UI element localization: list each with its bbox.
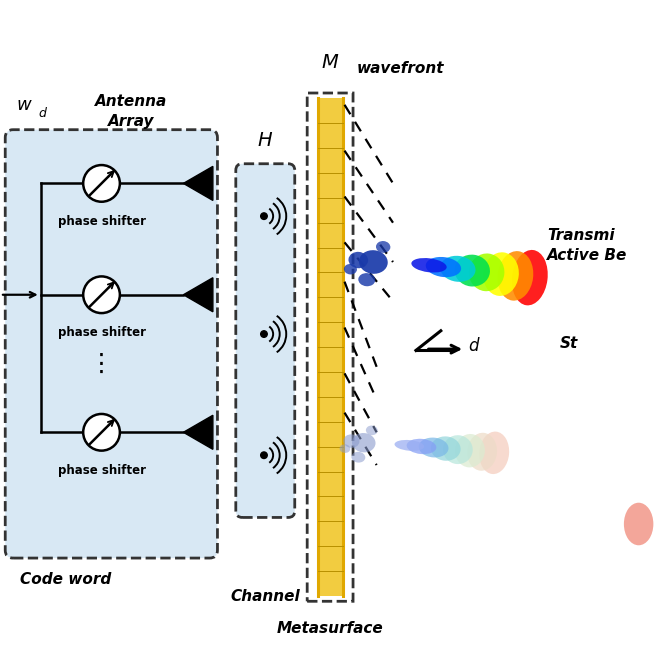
Text: ⋮: ⋮ — [89, 352, 114, 375]
Ellipse shape — [455, 434, 485, 468]
Circle shape — [261, 213, 267, 219]
Ellipse shape — [483, 252, 519, 296]
Text: $\mathit{w}$: $\mathit{w}$ — [16, 96, 33, 114]
Bar — [318, 98, 343, 596]
Circle shape — [261, 452, 267, 458]
Text: St: St — [560, 337, 578, 351]
Circle shape — [261, 331, 267, 337]
Ellipse shape — [348, 252, 368, 269]
FancyBboxPatch shape — [5, 130, 217, 558]
Text: phase shifter: phase shifter — [58, 464, 145, 477]
Ellipse shape — [431, 436, 460, 460]
Text: $\mathit{H}$: $\mathit{H}$ — [257, 131, 273, 151]
Circle shape — [83, 414, 120, 451]
Ellipse shape — [339, 444, 350, 453]
Text: Array: Array — [108, 114, 154, 128]
FancyBboxPatch shape — [236, 164, 295, 517]
Ellipse shape — [351, 452, 365, 462]
Ellipse shape — [426, 257, 461, 277]
Ellipse shape — [343, 434, 360, 448]
Ellipse shape — [479, 432, 509, 474]
Text: Active Be: Active Be — [547, 248, 627, 263]
Ellipse shape — [440, 256, 476, 282]
Ellipse shape — [512, 250, 548, 305]
Text: Metasurface: Metasurface — [277, 622, 383, 636]
Ellipse shape — [498, 251, 533, 301]
Ellipse shape — [344, 264, 357, 274]
Polygon shape — [183, 166, 213, 200]
Ellipse shape — [469, 253, 504, 291]
Text: Transmi: Transmi — [547, 229, 614, 243]
Ellipse shape — [376, 241, 390, 253]
Circle shape — [83, 276, 120, 313]
Polygon shape — [183, 278, 213, 312]
Ellipse shape — [352, 433, 375, 453]
Ellipse shape — [411, 258, 447, 272]
Ellipse shape — [358, 273, 375, 286]
Text: phase shifter: phase shifter — [58, 215, 145, 228]
Ellipse shape — [366, 426, 378, 435]
Text: $\mathit{M}$: $\mathit{M}$ — [321, 52, 339, 72]
Circle shape — [83, 165, 120, 202]
Text: $\mathit{d}$: $\mathit{d}$ — [468, 337, 481, 355]
Ellipse shape — [455, 255, 490, 286]
Polygon shape — [183, 415, 213, 449]
Ellipse shape — [419, 438, 449, 457]
Ellipse shape — [624, 503, 653, 545]
Ellipse shape — [467, 433, 497, 471]
Text: $\mathit{d}$: $\mathit{d}$ — [38, 105, 48, 120]
Text: Channel: Channel — [231, 589, 300, 603]
Text: phase shifter: phase shifter — [58, 326, 145, 339]
Ellipse shape — [443, 435, 473, 464]
Text: wavefront: wavefront — [357, 62, 445, 76]
Ellipse shape — [359, 250, 388, 274]
Ellipse shape — [407, 439, 436, 454]
Ellipse shape — [394, 440, 424, 451]
Text: Code word: Code word — [20, 572, 111, 587]
Text: Antenna: Antenna — [95, 94, 167, 109]
